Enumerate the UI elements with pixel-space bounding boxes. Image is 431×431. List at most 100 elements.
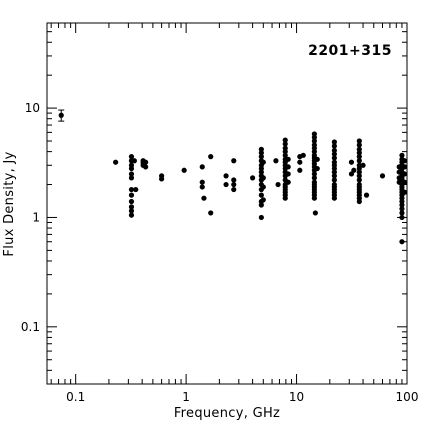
data-point bbox=[258, 192, 264, 198]
data-point bbox=[128, 186, 135, 193]
data-point bbox=[143, 164, 149, 170]
data-point bbox=[282, 141, 288, 147]
data-point bbox=[399, 152, 405, 158]
data-point bbox=[128, 154, 135, 160]
data-point bbox=[331, 195, 337, 201]
data-point bbox=[311, 134, 317, 140]
data-point bbox=[331, 155, 337, 161]
data-point bbox=[223, 181, 229, 188]
data-point bbox=[331, 139, 337, 145]
data-point bbox=[311, 149, 317, 155]
data-point bbox=[331, 169, 337, 175]
data-point bbox=[273, 158, 279, 164]
data-point bbox=[282, 152, 288, 158]
data-point bbox=[399, 202, 405, 208]
x-tick-label: 100 bbox=[396, 390, 419, 404]
data-point bbox=[401, 158, 408, 164]
x-axis-label: Frequency, GHz bbox=[174, 406, 280, 421]
data-point bbox=[363, 192, 370, 198]
y-tick-label: 10 bbox=[25, 101, 40, 115]
data-point bbox=[113, 159, 119, 165]
y-tick-label: 1 bbox=[32, 210, 40, 224]
data-point bbox=[285, 171, 291, 177]
data-point bbox=[297, 167, 303, 173]
data-point bbox=[199, 184, 205, 190]
data-point bbox=[258, 202, 264, 208]
data-point bbox=[356, 154, 362, 160]
data-point bbox=[275, 181, 281, 188]
data-point bbox=[128, 192, 135, 198]
data-point bbox=[351, 167, 357, 173]
data-point bbox=[399, 239, 405, 245]
axis-ticks bbox=[47, 22, 408, 385]
data-point bbox=[231, 181, 237, 188]
data-point bbox=[258, 150, 264, 156]
data-point bbox=[223, 173, 229, 179]
data-point bbox=[285, 179, 291, 185]
data-point bbox=[311, 195, 317, 201]
data-point bbox=[356, 173, 362, 179]
data-point bbox=[311, 175, 317, 181]
data-point bbox=[201, 195, 207, 201]
data-point bbox=[331, 173, 337, 179]
data-point bbox=[260, 175, 266, 181]
data-point bbox=[401, 189, 408, 195]
data-point bbox=[356, 198, 362, 205]
x-tick-label: 1 bbox=[182, 390, 190, 404]
data-point bbox=[128, 175, 135, 181]
data-point bbox=[282, 149, 288, 155]
y-tick-label: 0.1 bbox=[21, 320, 40, 334]
data-point bbox=[285, 164, 291, 170]
data-point bbox=[231, 186, 237, 193]
data-point bbox=[260, 159, 266, 165]
data-point bbox=[356, 150, 362, 156]
y-axis-label: Flux Density, Jy bbox=[2, 151, 17, 256]
data-points bbox=[58, 112, 408, 245]
data-point bbox=[314, 165, 320, 172]
data-point bbox=[250, 175, 256, 181]
data-point bbox=[260, 184, 266, 190]
data-point bbox=[258, 154, 264, 160]
data-point bbox=[128, 208, 135, 214]
data-point bbox=[401, 171, 408, 177]
data-point bbox=[133, 186, 139, 193]
data-point bbox=[314, 156, 320, 162]
data-point bbox=[131, 158, 137, 164]
data-point bbox=[311, 138, 317, 144]
data-point bbox=[128, 212, 135, 218]
data-point bbox=[231, 158, 237, 164]
plot-area bbox=[46, 22, 408, 385]
data-point bbox=[356, 158, 362, 164]
plot-frame bbox=[46, 22, 408, 385]
data-point bbox=[356, 177, 362, 183]
data-point bbox=[297, 159, 303, 165]
data-point bbox=[181, 167, 187, 173]
data-point bbox=[159, 176, 165, 182]
data-point bbox=[143, 159, 149, 165]
data-point bbox=[356, 169, 362, 175]
data-point bbox=[331, 147, 337, 154]
data-point bbox=[356, 138, 362, 144]
data-point bbox=[312, 210, 318, 216]
tick-labels: 0.1 1 10 100 0.1 1 10 bbox=[21, 101, 419, 404]
data-point bbox=[128, 165, 135, 172]
data-point bbox=[331, 151, 337, 157]
data-point bbox=[282, 137, 288, 143]
data-point bbox=[331, 177, 337, 183]
data-point bbox=[356, 142, 362, 148]
data-point bbox=[128, 204, 135, 210]
data-point bbox=[208, 154, 214, 160]
data-point bbox=[231, 177, 237, 183]
error-bars bbox=[58, 109, 65, 122]
data-point bbox=[379, 173, 386, 179]
data-point bbox=[199, 164, 205, 170]
data-point bbox=[401, 179, 408, 185]
data-point bbox=[258, 214, 264, 221]
data-point bbox=[331, 143, 337, 149]
data-point bbox=[260, 197, 266, 203]
data-point bbox=[128, 171, 135, 177]
data-point bbox=[300, 152, 306, 158]
data-point bbox=[258, 169, 264, 175]
data-point bbox=[399, 210, 405, 216]
